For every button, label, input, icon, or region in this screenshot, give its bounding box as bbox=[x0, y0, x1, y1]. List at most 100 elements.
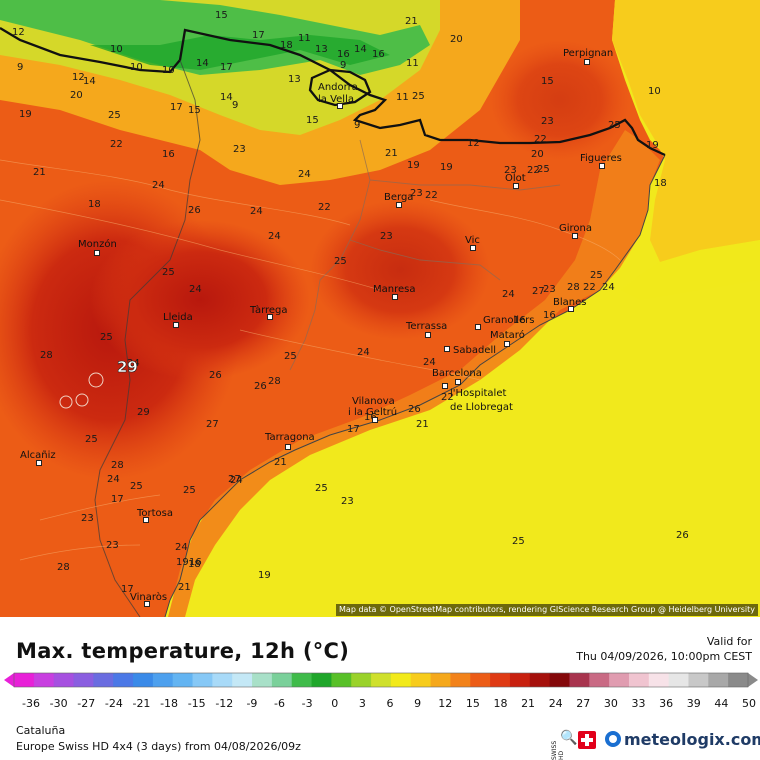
temperature-value-label: 14 bbox=[220, 92, 233, 103]
temperature-value-label: 25 bbox=[590, 270, 603, 281]
hot-spot-marker bbox=[75, 393, 89, 407]
colorbar-tick-label: 27 bbox=[576, 697, 591, 710]
city-label[interactable]: Terrassa bbox=[405, 321, 447, 332]
colorbar-tick-label: -15 bbox=[187, 697, 206, 710]
city-marker bbox=[513, 183, 519, 189]
coastline bbox=[164, 154, 666, 617]
city-label[interactable]: Vinaròs bbox=[130, 591, 167, 603]
colorbar-swatch bbox=[113, 673, 134, 687]
colorbar-tick-label: -24 bbox=[104, 697, 123, 710]
city-marker bbox=[396, 202, 402, 208]
temperature-value-label: 17 bbox=[347, 424, 360, 435]
hot-core-roussillon bbox=[490, 40, 630, 160]
temperature-value-label: 11 bbox=[396, 92, 409, 103]
city-label[interactable]: Andorra bbox=[318, 82, 358, 93]
temperature-value-label: 12 bbox=[72, 72, 85, 83]
city-label[interactable]: l'Hospitalet bbox=[450, 388, 506, 399]
temperature-map[interactable]: 15 21 20 12 10 17 18 11 13 16 14 16 9 10 10 12 14 11 13 14 2… bbox=[0, 0, 760, 617]
city-marker bbox=[94, 250, 100, 256]
coastal-band bbox=[168, 130, 660, 617]
colorbar-swatch bbox=[152, 673, 174, 687]
temperature-value-label: 22 bbox=[318, 202, 331, 213]
city-label[interactable]: Perpignan bbox=[563, 48, 613, 59]
temperature-value-label: 19 bbox=[19, 109, 32, 120]
city-label[interactable]: la Vella bbox=[318, 94, 354, 105]
city-label[interactable]: Barcelona bbox=[432, 368, 482, 379]
swiss-flag-icon bbox=[578, 731, 596, 749]
temperature-value-label: 16 bbox=[337, 49, 350, 60]
map-attribution[interactable]: Map data © OpenStreetMap contributors, r… bbox=[336, 604, 758, 616]
temperature-value-label: 26 bbox=[408, 404, 421, 415]
temperature-value-label: 19 bbox=[440, 162, 453, 173]
city-label[interactable]: i la Geltrú bbox=[348, 406, 397, 418]
city-label[interactable]: Manresa bbox=[373, 284, 415, 295]
temperature-value-label: 10 bbox=[648, 86, 661, 97]
colorbar-tick-label: 0 bbox=[331, 697, 339, 710]
temperature-value-label: 25 bbox=[85, 434, 98, 445]
colorbar-tick-label: 9 bbox=[414, 697, 422, 710]
city-label[interactable]: Blanes bbox=[553, 297, 586, 308]
temperature-value-label: 23 bbox=[541, 116, 554, 127]
colorbar-swatch bbox=[331, 673, 352, 687]
temperature-value-label: 15 bbox=[306, 115, 319, 126]
city-label[interactable]: Tarragona bbox=[264, 432, 315, 443]
city-label[interactable]: Berga bbox=[384, 192, 413, 203]
city-label[interactable]: Girona bbox=[559, 223, 592, 234]
city-label[interactable]: Vilanova bbox=[352, 396, 395, 407]
city-label[interactable]: Lleida bbox=[163, 312, 193, 323]
city-label[interactable]: Olot bbox=[505, 173, 526, 184]
temperature-value-label: 24 bbox=[107, 474, 120, 485]
city-label[interactable]: Mataró bbox=[490, 329, 525, 341]
temperature-value-label: 28 bbox=[40, 350, 53, 361]
temperature-value-label: 29 bbox=[137, 407, 150, 418]
colorbar-swatch bbox=[450, 673, 471, 687]
city-marker bbox=[504, 341, 510, 347]
temperature-value-label: 25 bbox=[315, 483, 328, 494]
temperature-value-label: 24 bbox=[268, 231, 281, 242]
city-marker bbox=[599, 163, 605, 169]
city-label[interactable]: Figueres bbox=[580, 153, 622, 164]
brand-link[interactable]: meteologix.com bbox=[624, 730, 760, 749]
city-label[interactable]: de Llobregat bbox=[450, 402, 513, 413]
region-name: Cataluña bbox=[16, 724, 66, 737]
colorbar-tick-label: 33 bbox=[631, 697, 646, 710]
city-label[interactable]: Monzón bbox=[78, 238, 117, 250]
colorbar-swatch bbox=[73, 673, 94, 687]
temperature-value-label: 13 bbox=[315, 44, 328, 55]
city-label[interactable]: Alcañiz bbox=[20, 450, 56, 461]
city-marker bbox=[470, 245, 476, 251]
colorbar-swatch bbox=[470, 673, 491, 687]
city-marker bbox=[173, 322, 179, 328]
colorbar-swatch bbox=[33, 673, 55, 687]
city-label[interactable]: Tortosa bbox=[136, 508, 173, 519]
colorbar-tick-label: -36 bbox=[22, 697, 40, 710]
temperature-value-label: 17 bbox=[220, 62, 233, 73]
temperature-value-label: 23 bbox=[81, 513, 94, 524]
pyrenees-peaks bbox=[90, 35, 390, 70]
colorbar-swatch bbox=[688, 673, 709, 687]
temperature-value-label: 12 bbox=[467, 138, 480, 149]
city-label[interactable]: Vic bbox=[465, 235, 480, 246]
temperature-value-label: 21 bbox=[33, 167, 46, 178]
colorbar-swatch bbox=[728, 673, 749, 687]
valid-for-label: Valid for bbox=[706, 635, 752, 648]
magnifier-icon[interactable]: 🔍 bbox=[560, 730, 578, 746]
temperature-value-label: 28 bbox=[567, 282, 580, 293]
temperature-value-label: 25 bbox=[183, 485, 196, 496]
colorbar-swatch bbox=[648, 673, 670, 687]
temperature-value-label: 24 bbox=[423, 357, 436, 368]
colorbar-tick-label: 30 bbox=[603, 697, 618, 710]
city-label[interactable]: Tàrrega bbox=[249, 304, 288, 316]
temperature-value-label: 17 bbox=[170, 102, 183, 113]
temperature-value-label: 9 bbox=[354, 120, 360, 131]
city-marker bbox=[572, 233, 578, 239]
city-marker bbox=[144, 601, 150, 607]
temperature-value-label: 21 bbox=[416, 419, 429, 430]
city-label[interactable]: Granollers bbox=[483, 315, 534, 326]
temperature-value-label: 18 bbox=[88, 199, 101, 210]
temperature-value-label: 22 bbox=[534, 134, 547, 145]
city-label[interactable]: Sabadell bbox=[453, 345, 496, 356]
colorbar-tick-label: 3 bbox=[358, 697, 366, 710]
colorbar-swatch bbox=[609, 673, 630, 687]
